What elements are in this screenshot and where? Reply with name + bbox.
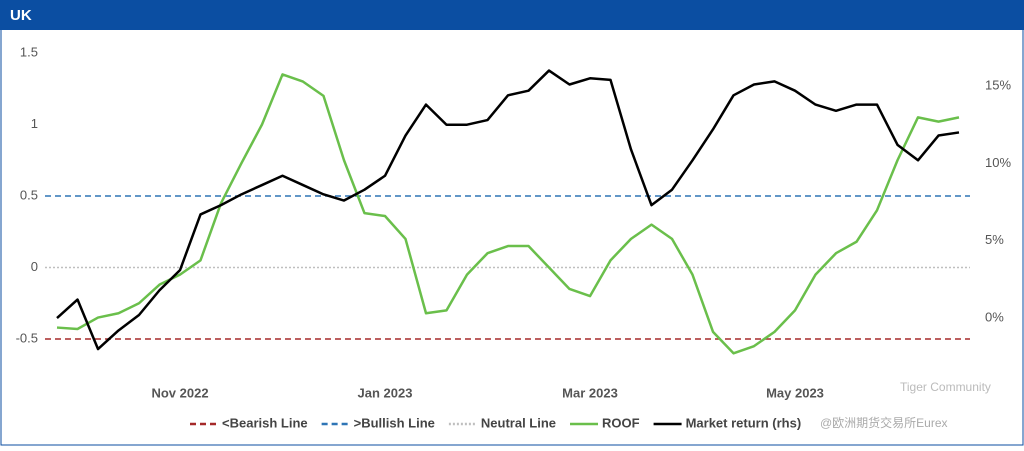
header-bar — [0, 0, 1024, 30]
x-tick-label: Jan 2023 — [358, 385, 413, 400]
x-tick-label: Nov 2022 — [151, 385, 208, 400]
y2-tick-label: 0% — [985, 310, 1004, 325]
y-tick-label: 0.5 — [20, 187, 38, 202]
y-tick-label: 0 — [31, 259, 38, 274]
y-tick-label: -0.5 — [16, 330, 38, 345]
y2-tick-label: 5% — [985, 232, 1004, 247]
watermark-source: @欧洲期货交易所Eurex — [820, 415, 948, 430]
watermark-brand: Tiger Community — [900, 380, 991, 394]
y2-tick-label: 15% — [985, 77, 1011, 92]
series-line — [56, 69, 960, 351]
legend-label: <Bearish Line — [222, 415, 308, 430]
y-tick-label: 1.5 — [20, 44, 38, 59]
x-tick-label: Mar 2023 — [562, 385, 618, 400]
legend-label: Neutral Line — [481, 415, 556, 430]
legend-label: ROOF — [602, 415, 640, 430]
y2-tick-label: 10% — [985, 155, 1011, 170]
legend: <Bearish Line >Bullish Line Neutral Line RO… — [190, 415, 801, 430]
series-line — [56, 73, 960, 355]
header-title: UK — [10, 7, 32, 24]
x-tick-label: May 2023 — [766, 385, 824, 400]
legend-label: >Bullish Line — [354, 415, 435, 430]
y-tick-label: 1 — [31, 116, 38, 131]
legend-label: Market return (rhs) — [686, 415, 802, 430]
